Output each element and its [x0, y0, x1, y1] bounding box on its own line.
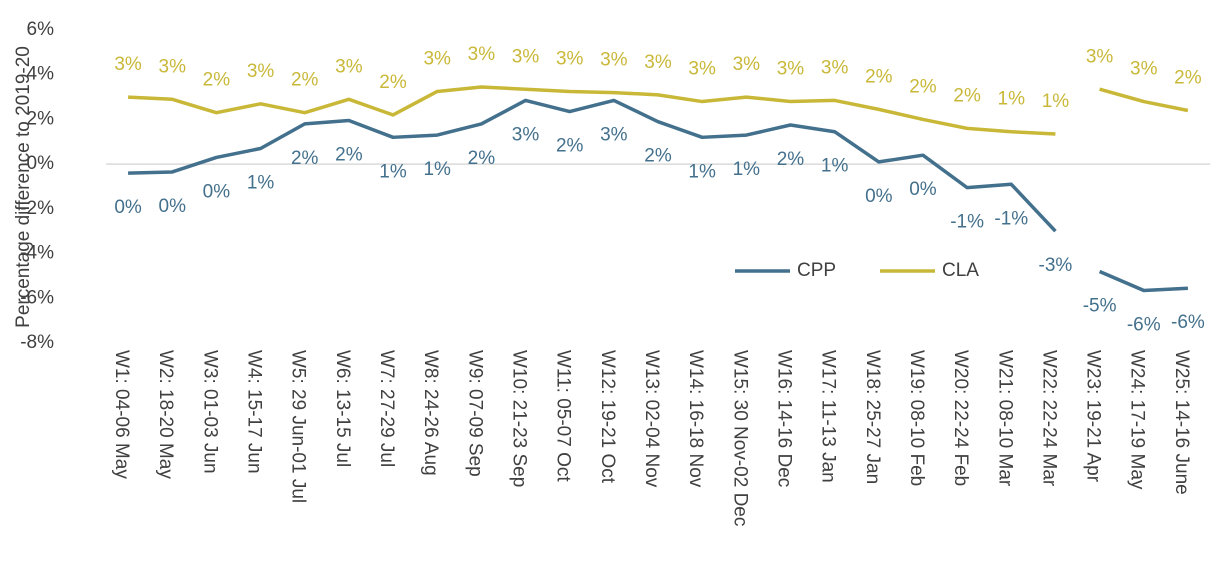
data-label: -6% — [1171, 312, 1205, 333]
data-label: 1% — [733, 159, 761, 180]
data-label: -3% — [1039, 255, 1073, 276]
data-label: 1% — [821, 156, 849, 177]
data-label: 1% — [379, 161, 407, 182]
data-label: 2% — [379, 72, 407, 93]
x-tick-label: W25: 14-16 June — [1171, 350, 1192, 495]
x-tick-label: W14: 16-18 Nov — [685, 350, 706, 488]
legend-label: CPP — [797, 260, 836, 281]
x-tick-label: W12: 19-21 Oct — [597, 350, 618, 484]
data-label: 3% — [512, 46, 540, 67]
x-tick-label: W10: 21-23 Sep — [509, 350, 530, 487]
data-label: 2% — [644, 146, 672, 167]
line — [1099, 87, 1189, 113]
data-label: 1% — [1042, 91, 1070, 112]
x-tick-label: W4: 15-17 Jun — [244, 350, 265, 474]
x-tick-label: W19: 08-10 Feb — [906, 350, 927, 486]
data-label: 3% — [688, 59, 716, 80]
data-label: 3% — [600, 124, 628, 145]
y-axis-title: Percentage difference to 2019-20 — [13, 46, 34, 328]
y-tick-label: 0% — [27, 153, 55, 174]
data-label: 2% — [291, 148, 319, 169]
data-label: 1% — [998, 89, 1026, 110]
data-label: 3% — [114, 54, 142, 75]
y-tick-label: -2% — [20, 198, 54, 219]
y-tick-label: 6% — [27, 19, 55, 40]
legend-label: CLA — [942, 260, 979, 281]
data-label: 2% — [468, 148, 496, 169]
data-label: 1% — [247, 173, 275, 194]
data-label: 2% — [1174, 68, 1202, 89]
x-tick-label: W2: 18-20 May — [155, 350, 176, 479]
line — [127, 85, 1056, 136]
data-label: 1% — [423, 159, 451, 180]
x-tick-label: W24: 17-19 May — [1127, 350, 1148, 490]
data-label: 3% — [512, 124, 540, 145]
data-label: 2% — [953, 85, 981, 106]
data-label: -5% — [1083, 295, 1117, 316]
data-label: 2% — [203, 70, 231, 91]
x-tick-label: W1: 04-06 May — [111, 350, 132, 479]
data-label: 3% — [556, 48, 584, 69]
x-tick-label: W8: 24-26 Aug — [420, 350, 441, 476]
data-label: 3% — [1130, 59, 1158, 80]
x-tick-label: W13: 02-04 Nov — [641, 350, 662, 488]
data-label: 0% — [203, 181, 231, 202]
data-label: 3% — [159, 56, 187, 77]
x-tick-label: W3: 01-03 Jun — [199, 350, 220, 474]
line — [1098, 269, 1189, 293]
y-tick-label: -6% — [20, 287, 54, 308]
data-label: 2% — [777, 149, 805, 170]
data-label: 2% — [335, 145, 363, 166]
y-tick-label: -8% — [20, 332, 54, 353]
data-label: 3% — [600, 50, 628, 71]
y-tick-label: 4% — [27, 64, 55, 85]
x-tick-label: W23: 19-21 Apr — [1083, 350, 1104, 483]
x-tick-label: W15: 30 Nov-02 Dec — [729, 350, 750, 526]
x-tick-label: W17: 11-13 Jan — [818, 350, 839, 483]
data-label: -6% — [1127, 314, 1161, 335]
data-label: 2% — [865, 66, 893, 87]
x-tick-label: W21: 08-10 Mar — [994, 350, 1015, 487]
data-label: 3% — [1086, 46, 1114, 67]
data-label: 3% — [821, 57, 849, 78]
x-tick-label: W6: 13-15 Jul — [332, 350, 353, 467]
data-label: 2% — [556, 136, 584, 157]
data-label: 3% — [423, 48, 451, 69]
data-label: 3% — [644, 52, 672, 73]
x-tick-label: W9: 07-09 Sep — [464, 350, 485, 477]
data-label: 3% — [777, 59, 805, 80]
line — [128, 98, 1057, 233]
data-label: 0% — [114, 197, 142, 218]
data-label: 2% — [909, 76, 937, 97]
x-tick-label: W20: 22-24 Feb — [950, 350, 971, 486]
data-label: 3% — [468, 44, 496, 65]
x-tick-label: W16: 14-16 Dec — [773, 350, 794, 487]
data-label: 1% — [688, 161, 716, 182]
x-tick-label: W7: 27-29 Jul — [376, 350, 397, 467]
data-label: 0% — [909, 179, 937, 200]
x-tick-label: W22: 22-24 Mar — [1038, 350, 1059, 487]
x-tick-label: W5: 29 Jun-01 Jul — [288, 350, 309, 503]
x-tick-label: W18: 25-27 Jan — [862, 350, 883, 484]
data-label: 3% — [335, 56, 363, 77]
data-label: 0% — [159, 196, 187, 217]
data-label: -1% — [994, 208, 1028, 229]
data-label: 0% — [865, 186, 893, 207]
data-label: 2% — [291, 70, 319, 91]
data-label: 3% — [733, 54, 761, 75]
y-tick-label: 2% — [27, 108, 55, 129]
data-label: 3% — [247, 61, 275, 82]
data-label: -1% — [950, 212, 984, 233]
x-tick-label: W11: 05-07 Oct — [553, 350, 574, 482]
y-tick-label: -4% — [20, 243, 54, 264]
